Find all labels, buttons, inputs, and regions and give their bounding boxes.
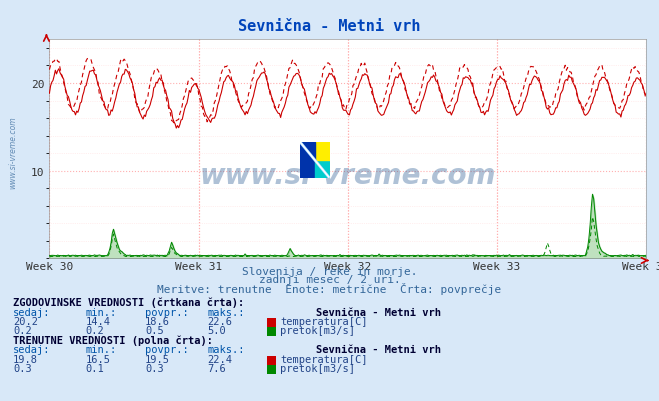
Text: min.:: min.: bbox=[86, 344, 117, 354]
Text: Slovenija / reke in morje.: Slovenija / reke in morje. bbox=[242, 267, 417, 277]
Text: povpr.:: povpr.: bbox=[145, 344, 188, 354]
Text: www.si-vreme.com: www.si-vreme.com bbox=[200, 162, 496, 190]
Text: 20.2: 20.2 bbox=[13, 316, 38, 326]
Text: 22.4: 22.4 bbox=[208, 354, 233, 364]
Text: 0.5: 0.5 bbox=[145, 325, 163, 335]
Text: povpr.:: povpr.: bbox=[145, 307, 188, 317]
Text: 5.0: 5.0 bbox=[208, 325, 226, 335]
Text: 0.1: 0.1 bbox=[86, 363, 104, 373]
Text: 14.4: 14.4 bbox=[86, 316, 111, 326]
Polygon shape bbox=[300, 142, 315, 160]
Polygon shape bbox=[300, 160, 315, 178]
Text: 0.2: 0.2 bbox=[86, 325, 104, 335]
Text: pretok[m3/s]: pretok[m3/s] bbox=[280, 363, 355, 373]
Text: ZGODOVINSKE VREDNOSTI (črtkana črta):: ZGODOVINSKE VREDNOSTI (črtkana črta): bbox=[13, 296, 244, 307]
Text: pretok[m3/s]: pretok[m3/s] bbox=[280, 325, 355, 335]
Text: sedaj:: sedaj: bbox=[13, 344, 51, 354]
Text: 0.2: 0.2 bbox=[13, 325, 32, 335]
Text: maks.:: maks.: bbox=[208, 307, 245, 317]
Text: zadnji mesec / 2 uri.: zadnji mesec / 2 uri. bbox=[258, 275, 401, 285]
Text: min.:: min.: bbox=[86, 307, 117, 317]
Text: 22.6: 22.6 bbox=[208, 316, 233, 326]
Text: 18.6: 18.6 bbox=[145, 316, 170, 326]
Polygon shape bbox=[315, 142, 330, 160]
Text: 19.5: 19.5 bbox=[145, 354, 170, 364]
Text: Sevnična - Metni vrh: Sevnična - Metni vrh bbox=[316, 307, 442, 317]
Text: maks.:: maks.: bbox=[208, 344, 245, 354]
Text: Sevnična - Metni vrh: Sevnična - Metni vrh bbox=[316, 344, 442, 354]
Text: 7.6: 7.6 bbox=[208, 363, 226, 373]
Text: temperatura[C]: temperatura[C] bbox=[280, 354, 368, 364]
Text: Meritve: trenutne  Enote: metrične  Črta: povprečje: Meritve: trenutne Enote: metrične Črta: … bbox=[158, 282, 501, 294]
Text: 19.8: 19.8 bbox=[13, 354, 38, 364]
Text: temperatura[C]: temperatura[C] bbox=[280, 316, 368, 326]
Text: Sevnična - Metni vrh: Sevnična - Metni vrh bbox=[239, 18, 420, 34]
Text: www.si-vreme.com: www.si-vreme.com bbox=[8, 116, 17, 188]
Text: 16.5: 16.5 bbox=[86, 354, 111, 364]
Text: sedaj:: sedaj: bbox=[13, 307, 51, 317]
Polygon shape bbox=[315, 160, 330, 178]
Text: 0.3: 0.3 bbox=[13, 363, 32, 373]
Text: TRENUTNE VREDNOSTI (polna črta):: TRENUTNE VREDNOSTI (polna črta): bbox=[13, 334, 213, 345]
Text: 0.3: 0.3 bbox=[145, 363, 163, 373]
